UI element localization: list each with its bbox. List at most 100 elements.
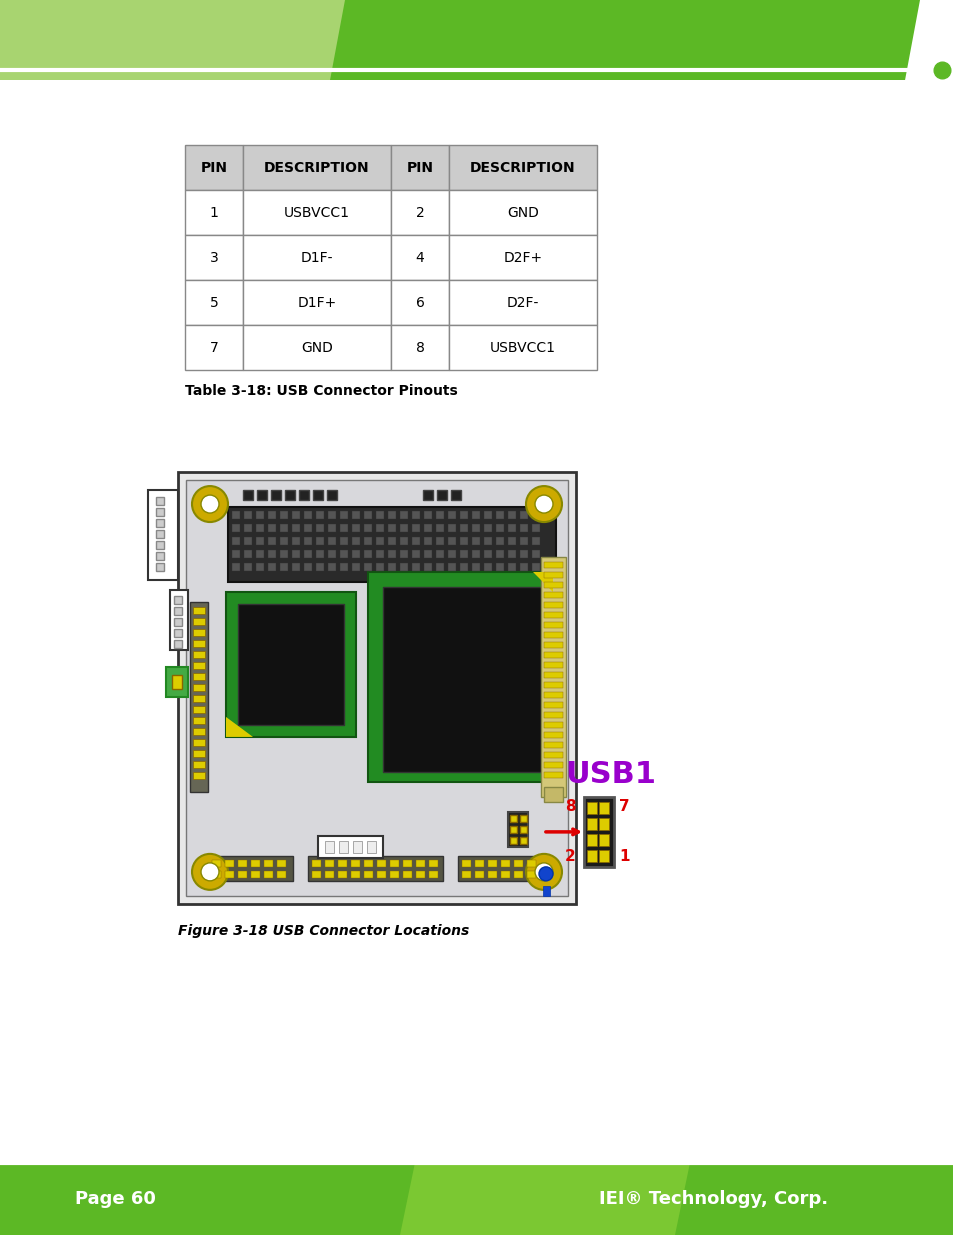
Bar: [448, 563, 456, 571]
Bar: [416, 871, 424, 878]
Bar: [488, 871, 497, 878]
Bar: [280, 511, 288, 519]
Bar: [519, 550, 527, 558]
Bar: [532, 524, 539, 532]
Circle shape: [525, 487, 561, 522]
Bar: [292, 524, 299, 532]
Bar: [268, 563, 275, 571]
Text: USB1: USB1: [565, 761, 656, 789]
Bar: [313, 490, 323, 500]
Circle shape: [538, 867, 553, 881]
Bar: [244, 550, 252, 558]
Bar: [532, 537, 539, 545]
Bar: [280, 537, 288, 545]
Bar: [264, 871, 273, 878]
Text: 8: 8: [416, 341, 424, 354]
Bar: [325, 841, 334, 853]
Bar: [532, 511, 539, 519]
Bar: [543, 752, 562, 758]
Bar: [364, 563, 372, 571]
Bar: [500, 871, 510, 878]
Bar: [472, 511, 479, 519]
Bar: [412, 550, 419, 558]
Bar: [156, 508, 164, 516]
Bar: [375, 563, 384, 571]
Bar: [193, 662, 205, 669]
Bar: [156, 496, 164, 505]
Bar: [232, 550, 240, 558]
Bar: [285, 490, 294, 500]
Bar: [185, 146, 243, 190]
Text: 1: 1: [618, 850, 629, 864]
Bar: [475, 860, 483, 867]
Bar: [543, 711, 562, 718]
Bar: [598, 850, 608, 862]
Bar: [193, 706, 205, 713]
Bar: [586, 818, 597, 830]
Bar: [423, 550, 432, 558]
Bar: [402, 860, 412, 867]
Bar: [496, 563, 503, 571]
Bar: [543, 772, 562, 778]
Bar: [459, 511, 468, 519]
Bar: [251, 860, 260, 867]
Bar: [190, 601, 208, 792]
Bar: [243, 280, 391, 325]
Bar: [186, 480, 567, 895]
Bar: [507, 511, 516, 519]
Bar: [412, 524, 419, 532]
Bar: [519, 837, 526, 844]
Bar: [436, 550, 443, 558]
Bar: [178, 472, 576, 904]
Bar: [226, 592, 355, 737]
Bar: [156, 530, 164, 538]
Bar: [449, 280, 597, 325]
Circle shape: [535, 495, 553, 513]
Bar: [526, 860, 536, 867]
Bar: [412, 537, 419, 545]
Bar: [237, 604, 344, 725]
Bar: [315, 550, 324, 558]
Bar: [193, 772, 205, 779]
Bar: [193, 684, 205, 690]
Bar: [193, 739, 205, 746]
Bar: [543, 742, 562, 748]
Bar: [304, 537, 312, 545]
Bar: [232, 563, 240, 571]
Circle shape: [525, 853, 561, 890]
Bar: [399, 524, 408, 532]
Bar: [399, 537, 408, 545]
Text: PIN: PIN: [406, 161, 433, 174]
Bar: [391, 325, 449, 370]
Bar: [496, 511, 503, 519]
Bar: [461, 860, 471, 867]
Bar: [376, 871, 386, 878]
Bar: [376, 860, 386, 867]
Bar: [391, 280, 449, 325]
Circle shape: [192, 853, 228, 890]
Bar: [510, 815, 517, 823]
Bar: [364, 524, 372, 532]
Bar: [256, 490, 267, 500]
Bar: [496, 524, 503, 532]
Bar: [388, 550, 395, 558]
Bar: [390, 871, 398, 878]
Bar: [483, 511, 492, 519]
Bar: [280, 524, 288, 532]
Bar: [510, 837, 517, 844]
Text: USBVCC1: USBVCC1: [284, 206, 350, 220]
Text: 2: 2: [565, 850, 576, 864]
Bar: [166, 667, 188, 697]
Bar: [327, 490, 336, 500]
Bar: [185, 280, 243, 325]
Bar: [367, 841, 375, 853]
Bar: [375, 524, 384, 532]
Bar: [507, 524, 516, 532]
Bar: [543, 632, 562, 638]
Bar: [598, 834, 608, 846]
Bar: [436, 511, 443, 519]
Bar: [325, 871, 334, 878]
Bar: [298, 490, 309, 500]
Bar: [244, 537, 252, 545]
Bar: [449, 235, 597, 280]
